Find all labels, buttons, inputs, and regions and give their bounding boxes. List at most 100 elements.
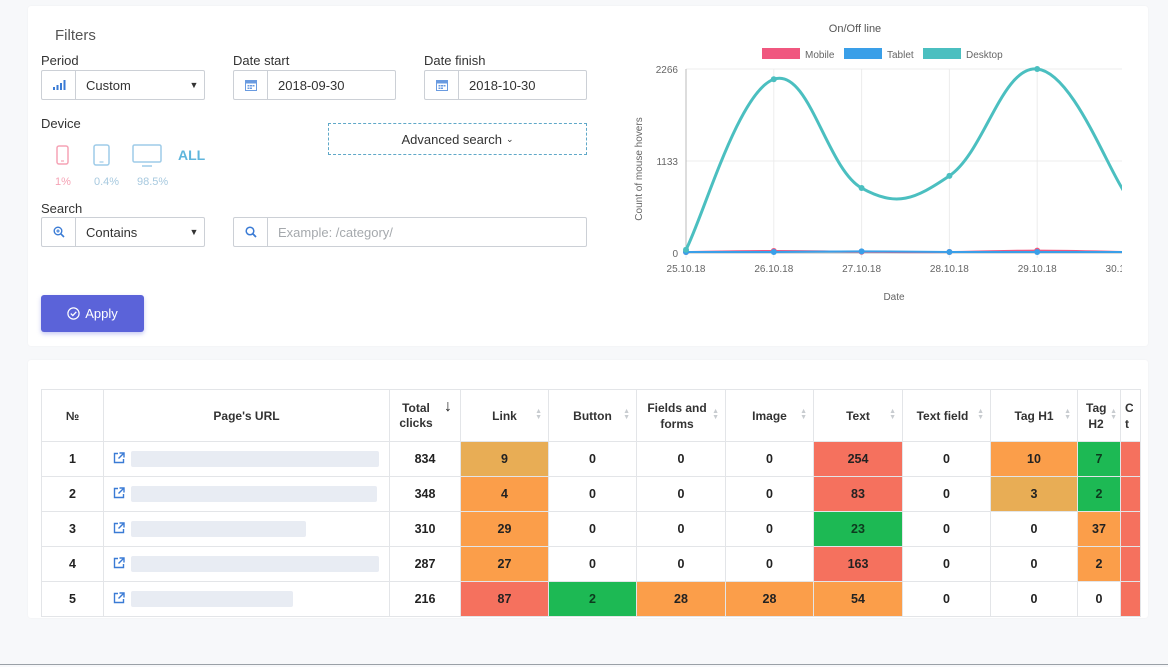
- table-row: 5 216 87 2 28 28 54 0 0 0: [41, 581, 1141, 617]
- device-label: Device: [41, 116, 81, 131]
- column-header-button[interactable]: Button ▲ ▼: [548, 389, 637, 442]
- data-point-desktop: [683, 246, 689, 253]
- table-body: 1 834 9 0 0 0 254 0 10 7 2 348 4 0 0 0 83 0 3 2 3 310 29 0 0 0…: [41, 441, 1141, 617]
- sort-icon[interactable]: ▲ ▼: [889, 408, 896, 421]
- metric-cell: 0: [548, 441, 637, 477]
- y-axis-label: Count of mouse hovers: [634, 117, 645, 220]
- x-tick-label: 27.10.18: [842, 264, 881, 275]
- on-off-line-chart: On/Off line Mobile Tablet Desktop 0 1133 2266 2…: [634, 23, 1122, 303]
- search-placeholder: Example: /category/: [278, 224, 393, 240]
- sort-icon[interactable]: ▲ ▼: [1110, 408, 1117, 421]
- table-row: 4 287 27 0 0 0 163 0 0 2: [41, 546, 1141, 582]
- column-header-url[interactable]: Page's URL: [103, 389, 390, 442]
- metric-cell: 2: [1077, 476, 1121, 512]
- column-header-total-clicks[interactable]: Total clicks ↓: [389, 389, 461, 442]
- date-finish-value: 2018-10-30: [469, 77, 536, 93]
- metric-cell: 0: [636, 511, 726, 547]
- sort-icon[interactable]: ▲ ▼: [535, 408, 542, 421]
- apply-button[interactable]: Apply: [41, 295, 144, 332]
- sort-icon[interactable]: ▲ ▼: [623, 408, 630, 421]
- column-header-text-field[interactable]: Text field ▲ ▼: [902, 389, 991, 442]
- page-url-redacted[interactable]: [131, 451, 379, 467]
- column-header-link[interactable]: Link ▲ ▼: [460, 389, 549, 442]
- column-header-fields-forms[interactable]: Fields and forms ▲ ▼: [636, 389, 726, 442]
- external-link-icon[interactable]: [113, 451, 125, 467]
- page-url-cell: [103, 546, 390, 582]
- legend-label: Tablet: [887, 50, 914, 61]
- column-header-image[interactable]: Image ▲ ▼: [725, 389, 814, 442]
- mobile-percent: 1%: [55, 176, 71, 188]
- page-url-redacted[interactable]: [131, 556, 379, 572]
- sort-icon[interactable]: ▲ ▼: [977, 408, 984, 421]
- caret-down-icon: ▼: [189, 80, 199, 90]
- mobile-device-icon[interactable]: [56, 145, 69, 168]
- sort-desc-icon[interactable]: ↓: [444, 398, 452, 415]
- column-header-text[interactable]: Text ▲ ▼: [813, 389, 903, 442]
- sort-icon[interactable]: ▲ ▼: [800, 408, 807, 421]
- search-mode-select[interactable]: Contains ▼: [41, 217, 205, 247]
- sort-icon[interactable]: ▲ ▼: [1064, 408, 1071, 421]
- filters-panel: Filters Period Custom ▼ Date start 2018-…: [28, 6, 1148, 346]
- x-tick-label: 25.10.18: [667, 264, 706, 275]
- page-url-cell: [103, 476, 390, 512]
- legend-label: Desktop: [966, 50, 1003, 61]
- period-label: Period: [41, 53, 79, 68]
- date-start-value: 2018-09-30: [278, 77, 345, 93]
- external-link-icon[interactable]: [113, 591, 125, 607]
- data-point-desktop: [858, 185, 865, 192]
- bottom-divider: [0, 664, 1168, 665]
- search-input[interactable]: Example: /category/: [233, 217, 587, 247]
- column-header-tag-h1[interactable]: Tag H1 ▲ ▼: [990, 389, 1078, 442]
- desktop-device-icon[interactable]: [132, 144, 162, 171]
- metric-cell: 0: [902, 441, 991, 477]
- data-point-desktop: [1034, 66, 1041, 72]
- date-finish-input[interactable]: 2018-10-30: [424, 70, 587, 100]
- series-line-desktop: [684, 67, 1122, 251]
- metric-cell: 0: [725, 511, 814, 547]
- check-circle-icon: [67, 307, 80, 320]
- filters-title: Filters: [55, 27, 96, 44]
- search-mode-value: Contains: [86, 224, 138, 240]
- external-link-icon[interactable]: [113, 556, 125, 572]
- data-point-tablet: [858, 248, 865, 255]
- page-url-redacted[interactable]: [131, 486, 377, 502]
- column-header-truncated[interactable]: C t: [1120, 389, 1141, 442]
- metric-cell: 254: [813, 441, 903, 477]
- column-header-tag-h2[interactable]: Tag H2 ▲ ▼: [1077, 389, 1121, 442]
- external-link-icon[interactable]: [113, 521, 125, 537]
- metric-cell: 28: [725, 581, 814, 617]
- metric-cell: 0: [725, 546, 814, 582]
- metric-cell-truncated: [1120, 511, 1141, 547]
- advanced-search-button[interactable]: Advanced search ⌄: [328, 123, 587, 155]
- metric-cell: 0: [902, 511, 991, 547]
- search-icon: [234, 218, 268, 246]
- metric-cell: 2: [548, 581, 637, 617]
- metric-cell: 0: [548, 546, 637, 582]
- y-tick-label: 2266: [656, 65, 679, 76]
- total-clicks-cell: 216: [389, 581, 461, 617]
- legend-swatch: [762, 48, 800, 59]
- metric-cell: 0: [725, 441, 814, 477]
- metric-cell-truncated: [1120, 441, 1141, 477]
- advanced-search-label: Advanced search: [401, 131, 502, 147]
- row-number: 2: [41, 476, 104, 512]
- metric-cell: 0: [902, 581, 991, 617]
- external-link-icon[interactable]: [113, 486, 125, 502]
- data-point-tablet: [770, 249, 777, 255]
- legend-label: Mobile: [805, 50, 835, 61]
- metric-cell: 0: [902, 546, 991, 582]
- x-axis-label: Date: [883, 292, 905, 303]
- sort-icon[interactable]: ▲ ▼: [712, 408, 719, 421]
- page-url-redacted[interactable]: [131, 591, 293, 607]
- period-select[interactable]: Custom ▼: [41, 70, 205, 100]
- tablet-device-icon[interactable]: [93, 144, 110, 169]
- x-tick-label: 28.10.18: [930, 264, 969, 275]
- date-start-label: Date start: [233, 53, 290, 68]
- page-url-redacted[interactable]: [131, 521, 306, 537]
- date-start-input[interactable]: 2018-09-30: [233, 70, 396, 100]
- data-point-desktop: [946, 172, 953, 179]
- y-tick-label: 0: [672, 249, 678, 260]
- device-all-toggle[interactable]: ALL: [178, 147, 206, 163]
- metric-cell: 0: [990, 546, 1078, 582]
- zoom-in-icon: [42, 218, 76, 246]
